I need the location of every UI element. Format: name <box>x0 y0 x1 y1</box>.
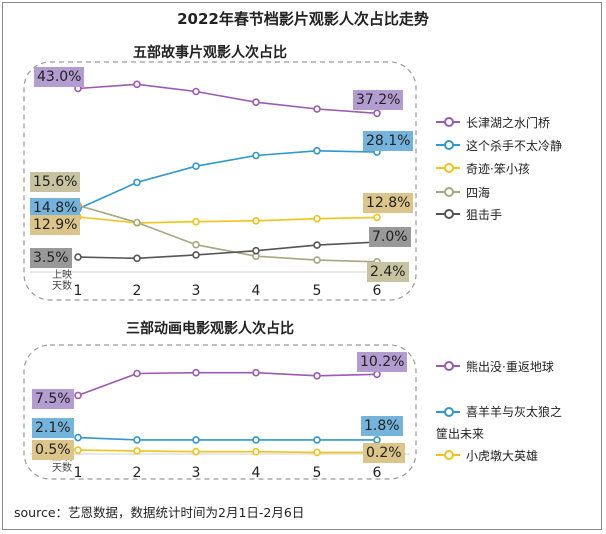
data-point <box>373 436 381 444</box>
data-point <box>133 447 141 455</box>
start-value-label: 2.1% <box>32 417 74 438</box>
x-tick-label: 3 <box>191 283 201 299</box>
legend-label: 四海 <box>466 186 491 200</box>
series-line <box>77 371 378 397</box>
legend-label: 狙击手 <box>466 208 503 222</box>
panel2-title: 三部动画电影观影人次占比 <box>126 321 294 337</box>
series-line <box>77 216 378 224</box>
data-point <box>74 433 82 442</box>
legend-marker <box>444 163 454 173</box>
chart-title: 2022年春节档影片观影人次占比走势 <box>177 10 429 28</box>
panel2-series <box>74 368 381 457</box>
source-note: source：艺恩数据，数据统计时间为2月1日-2月6日 <box>14 505 305 520</box>
data-point <box>252 246 260 255</box>
data-point <box>313 147 321 155</box>
data-point <box>192 251 200 259</box>
data-point <box>133 369 141 378</box>
legend-marker <box>444 407 454 417</box>
data-point <box>313 371 321 380</box>
series-line <box>77 204 378 263</box>
x-tick-label: 1 <box>73 465 83 481</box>
data-point <box>74 446 82 454</box>
data-point <box>252 217 260 225</box>
data-point <box>313 256 321 264</box>
legend-marker <box>444 140 454 150</box>
data-point <box>192 368 200 377</box>
legend-label: 奇迹·笨小孩 <box>466 162 530 176</box>
legend-marker <box>444 187 454 197</box>
data-point <box>313 448 321 457</box>
panel1-title: 五部故事片观影人次占比 <box>133 45 287 61</box>
end-value-label: 1.8% <box>361 415 403 436</box>
x-tick-label: 6 <box>372 283 382 299</box>
start-value-label: 7.5% <box>32 389 74 410</box>
data-point <box>252 368 260 377</box>
x-tick-label: 2 <box>132 283 142 299</box>
x-tick-label: 5 <box>312 465 322 481</box>
data-point <box>192 162 200 170</box>
end-value-label: 7.0% <box>369 227 411 248</box>
data-point <box>252 447 260 456</box>
data-point <box>74 391 82 400</box>
data-point <box>252 151 260 160</box>
x-axis-title: 上映天数 <box>52 270 72 292</box>
data-point <box>74 253 82 261</box>
panel1-border <box>23 61 417 301</box>
legend-marker <box>444 361 454 371</box>
end-value-label: 28.1% <box>363 131 414 152</box>
data-point <box>133 80 141 89</box>
data-point <box>313 241 321 249</box>
data-point <box>192 436 200 444</box>
end-value-label: 37.2% <box>353 90 404 111</box>
x-tick-label: 5 <box>312 283 322 299</box>
legend-label: 这个杀手不太冷静 <box>466 139 563 153</box>
legend-label: 长津湖之水门桥 <box>466 116 551 130</box>
legend-label: 喜羊羊与灰太狼之 筐出未来 <box>436 405 563 441</box>
data-point <box>313 214 321 223</box>
legend-marker <box>444 117 454 127</box>
data-point <box>192 217 200 226</box>
series-line <box>77 436 377 441</box>
data-point <box>192 240 200 249</box>
start-value-label: 0.5% <box>32 440 74 461</box>
series-line <box>77 449 377 454</box>
x-tick-label: 3 <box>191 465 201 481</box>
data-point <box>133 254 141 263</box>
legend-label: 熊出没·重返地球 <box>466 360 554 374</box>
x-tick-label: 6 <box>372 465 382 481</box>
x-tick-label: 4 <box>251 283 261 299</box>
data-point <box>373 109 381 118</box>
start-value-label: 14.8% <box>30 197 81 218</box>
x-tick-label: 1 <box>73 283 83 299</box>
legend-marker <box>444 209 454 219</box>
data-point <box>133 436 141 444</box>
panel1-series <box>74 80 381 266</box>
chart-frame <box>2 2 602 530</box>
x-tick-label: 4 <box>251 465 261 481</box>
series-line <box>77 241 378 260</box>
end-value-label: 10.2% <box>357 352 408 373</box>
data-point <box>133 178 141 187</box>
series-line <box>77 149 378 210</box>
end-value-label: 12.8% <box>363 193 414 214</box>
end-value-label: 0.2% <box>363 443 405 464</box>
x-tick-label: 2 <box>132 465 142 481</box>
data-point <box>252 436 260 444</box>
data-point <box>313 436 321 444</box>
data-point <box>192 447 200 456</box>
start-value-label: 12.9% <box>30 214 81 235</box>
data-point <box>373 213 381 222</box>
legend-marker <box>444 450 454 460</box>
data-point <box>133 218 141 227</box>
data-point <box>252 98 260 106</box>
start-value-label: 15.6% <box>30 172 81 193</box>
start-value-label: 3.5% <box>30 248 72 269</box>
start-value-label: 43.0% <box>34 66 85 87</box>
data-point <box>192 87 200 96</box>
legend-label: 小虎墩大英雄 <box>466 449 539 463</box>
end-value-label: 2.4% <box>367 261 409 282</box>
series-line <box>77 83 378 115</box>
data-point <box>313 105 321 113</box>
